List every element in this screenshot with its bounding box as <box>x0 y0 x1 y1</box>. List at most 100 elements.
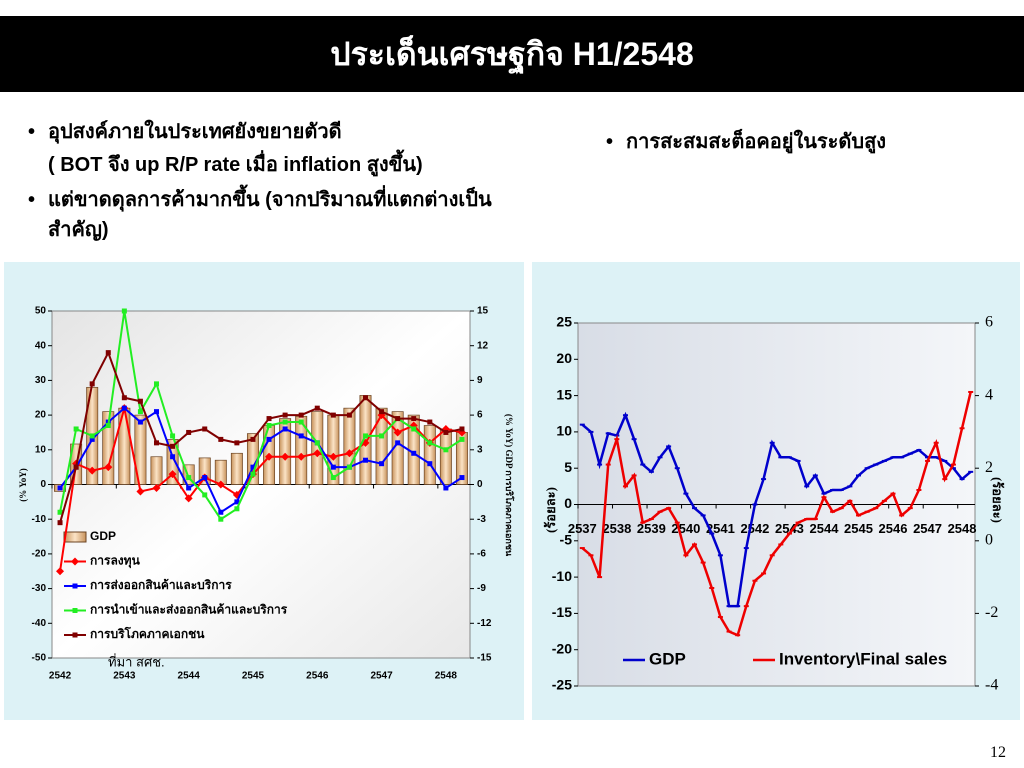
bar <box>150 456 163 485</box>
marker <box>297 452 306 461</box>
bar <box>391 411 404 485</box>
marker <box>72 459 81 468</box>
legend-label: การบริโภคภาคเอกชน <box>90 626 205 641</box>
bar <box>246 433 259 485</box>
marker <box>298 412 304 418</box>
y-tick-label: 15 <box>556 386 572 402</box>
x-tick-label: 2543 <box>113 671 136 682</box>
y2-tick-label: -2 <box>985 604 998 621</box>
y2-tick-label: 2 <box>985 459 993 476</box>
chart-panel <box>4 262 524 720</box>
marker <box>282 412 288 418</box>
marker <box>443 429 449 435</box>
marker <box>457 428 466 437</box>
marker <box>121 405 127 411</box>
marker <box>427 440 433 446</box>
marker <box>427 419 433 425</box>
marker <box>200 473 209 482</box>
marker <box>281 452 290 461</box>
line <box>581 391 972 637</box>
marker <box>409 421 418 430</box>
marker <box>218 509 224 515</box>
marker <box>234 440 240 446</box>
source-note: ที่มา สศช. <box>108 653 165 669</box>
marker <box>265 452 274 461</box>
marker <box>459 475 465 481</box>
bar <box>407 414 420 485</box>
marker <box>137 398 143 404</box>
marker <box>89 381 95 387</box>
x-tick-label: 2546 <box>306 671 329 682</box>
y2-tick-label: 9 <box>477 375 483 386</box>
y-tick-label: 50 <box>35 306 47 317</box>
bullet: • อุปสงค์ภายในประเทศยังขยายตัวดี <box>28 121 342 143</box>
marker <box>346 464 352 470</box>
marker <box>363 457 368 463</box>
marker <box>459 426 465 432</box>
y-tick-label: 20 <box>35 410 47 421</box>
marker <box>105 419 111 425</box>
marker <box>57 520 63 526</box>
marker <box>250 464 256 470</box>
marker <box>170 433 176 439</box>
bar <box>455 432 468 485</box>
bar <box>311 411 324 485</box>
marker <box>105 350 111 356</box>
legend-marker <box>72 632 78 638</box>
line <box>581 411 972 608</box>
bar <box>230 452 243 485</box>
marker <box>154 440 159 446</box>
marker <box>121 308 127 314</box>
marker <box>330 464 336 470</box>
marker <box>57 509 63 515</box>
bullet-continuation: ( BOT จึง up R/P rate เมื่อ inflation สู… <box>48 150 588 180</box>
marker <box>137 409 143 415</box>
marker <box>282 419 288 425</box>
x-tick-label: 2545 <box>242 671 265 682</box>
bar <box>134 414 147 485</box>
y-tick-label: 25 <box>556 314 572 330</box>
marker <box>73 426 79 432</box>
bullet-text: อุปสงค์ภายในประเทศยังขยายตัวดี <box>48 121 342 143</box>
bar <box>279 418 292 485</box>
x-tick-label: 2541 <box>706 521 735 536</box>
legend-swatch <box>63 531 87 543</box>
marker <box>363 433 368 439</box>
marker <box>73 464 79 470</box>
marker <box>250 471 256 477</box>
marker <box>88 466 97 475</box>
marker <box>330 412 336 418</box>
y-tick-label: 10 <box>556 423 572 439</box>
marker <box>266 416 272 422</box>
bar <box>439 428 452 485</box>
bullet-text: การสะสมสะต็อคอยู่ในระดับสูง <box>626 131 887 153</box>
bar <box>70 443 83 485</box>
y2-axis-label: (% YoY) GDP การบริโภคภาคเอกชน <box>504 414 515 557</box>
marker <box>282 426 288 432</box>
y2-tick-label: -4 <box>985 677 998 694</box>
bar <box>343 407 356 485</box>
marker <box>202 426 208 432</box>
bar <box>118 407 131 485</box>
y-tick-label: -30 <box>32 583 47 594</box>
y-tick-label: -10 <box>32 514 47 525</box>
legend-label: GDP <box>649 649 686 668</box>
bar <box>375 407 388 485</box>
y2-axis-label: (ร้อยละ) <box>990 477 1005 523</box>
marker <box>170 443 176 449</box>
y2-tick-label: 0 <box>477 479 483 490</box>
bar <box>198 457 211 485</box>
marker <box>346 464 352 470</box>
marker <box>395 416 401 422</box>
marker <box>89 436 95 442</box>
marker <box>154 381 159 387</box>
y-axis-label: (% YoY) <box>18 468 28 501</box>
slide-title: ประเด็นเศรษฐกิจ H1/2548 <box>330 35 694 72</box>
y-axis-label: (ร้อยละ) <box>543 487 558 533</box>
marker <box>329 452 338 461</box>
bar <box>359 395 372 485</box>
marker <box>154 409 159 415</box>
marker <box>136 487 145 496</box>
